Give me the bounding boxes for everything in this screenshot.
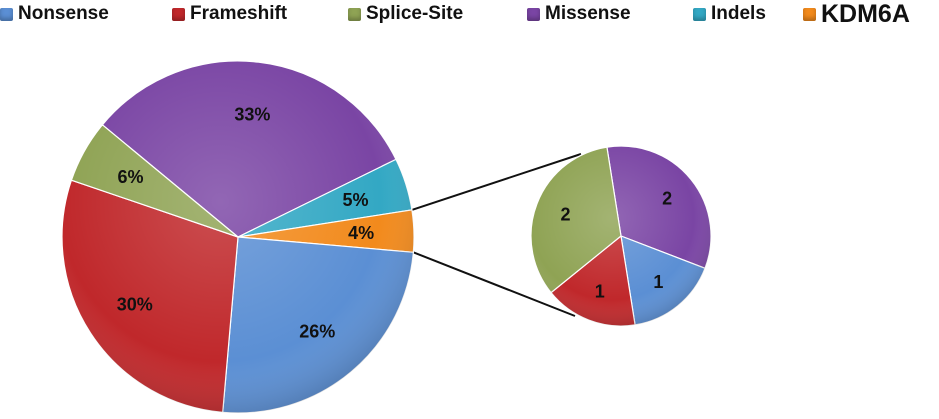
legend-item-kdm6a: KDM6A (803, 0, 910, 28)
legend-label-frameshift: Frameshift (190, 3, 288, 24)
legend-label-nonsense: Nonsense (18, 3, 109, 24)
legend-label-missense: Missense (545, 3, 631, 24)
detail-label-missense: 2 (662, 189, 672, 209)
legend-swatch-splice-site (348, 7, 361, 21)
legend-swatch-frameshift (172, 7, 185, 21)
legend-swatch-missense (527, 7, 540, 21)
detail-pie: 2 1 1 2 (530, 145, 712, 327)
legend-swatch-nonsense (0, 7, 13, 21)
main-label-indels: 5% (342, 190, 368, 210)
chart-legend: Nonsense Frameshift Splice-Site Missense… (0, 0, 939, 30)
legend-swatch-kdm6a (803, 7, 816, 21)
legend-item-splice-site: Splice-Site (348, 2, 463, 26)
main-label-kdm6a: 4% (348, 223, 374, 243)
legend-label-indels: Indels (711, 3, 766, 24)
main-label-splice-site: 6% (117, 167, 143, 187)
legend-item-indels: Indels (693, 2, 766, 26)
main-pie: 33% 5% 4% 26% 30% 6% (61, 60, 415, 414)
legend-label-kdm6a: KDM6A (821, 0, 910, 28)
main-label-nonsense: 26% (299, 321, 335, 341)
detail-label-frameshift: 1 (595, 281, 605, 301)
main-label-frameshift: 30% (117, 294, 153, 314)
legend-label-splice-site: Splice-Site (366, 3, 464, 24)
legend-swatch-indels (693, 7, 706, 21)
legend-item-nonsense: Nonsense (0, 2, 109, 26)
legend-item-frameshift: Frameshift (172, 2, 287, 26)
main-label-missense: 33% (234, 105, 270, 125)
legend-item-missense: Missense (527, 2, 631, 26)
detail-label-nonsense: 1 (653, 272, 663, 292)
detail-label-splice-site: 2 (561, 205, 571, 225)
